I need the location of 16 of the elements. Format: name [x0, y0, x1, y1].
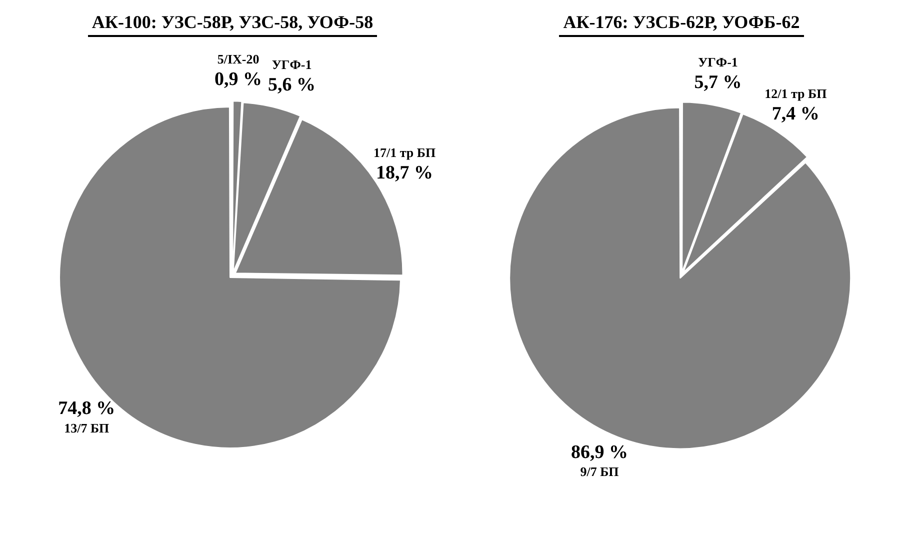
- data-label: 7,4 %: [772, 104, 820, 125]
- slice-label: 13/7 БП: [64, 420, 110, 436]
- data-label: 74,8 %: [58, 398, 116, 419]
- slice-label: 9/7 БП: [580, 464, 619, 480]
- slice-label: 5/IX-20: [217, 51, 260, 66]
- chart-title: АК-176: УЗСБ-62Р, УОФБ-62: [559, 12, 804, 37]
- slice-label: 12/1 тр БП: [764, 86, 827, 102]
- data-label: 86,9 %: [570, 442, 628, 463]
- slice-label: УГФ-1: [698, 54, 738, 70]
- data-label: 5,7 %: [694, 72, 742, 94]
- slice-label: УГФ-1: [272, 56, 312, 72]
- slice-label: 17/1 тр БП: [373, 144, 436, 160]
- chart-title: АК-100: УЗС-58Р, УЗС-58, УОФ-58: [88, 12, 378, 37]
- data-label: 0,9 %: [214, 68, 262, 90]
- data-label: 18,7 %: [376, 162, 434, 184]
- data-label: 5,6 %: [268, 74, 316, 96]
